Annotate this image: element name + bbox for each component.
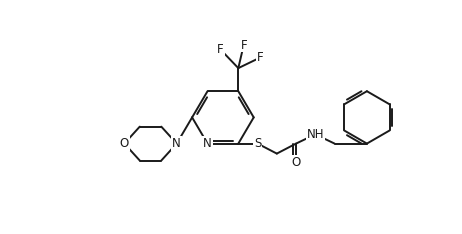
Text: F: F bbox=[240, 39, 247, 51]
Text: N: N bbox=[203, 137, 212, 150]
Text: O: O bbox=[292, 156, 301, 169]
Text: F: F bbox=[217, 43, 224, 56]
Text: N: N bbox=[172, 137, 181, 150]
Text: F: F bbox=[257, 51, 264, 64]
Text: S: S bbox=[254, 137, 261, 150]
Text: O: O bbox=[120, 137, 129, 150]
Text: NH: NH bbox=[307, 128, 324, 141]
